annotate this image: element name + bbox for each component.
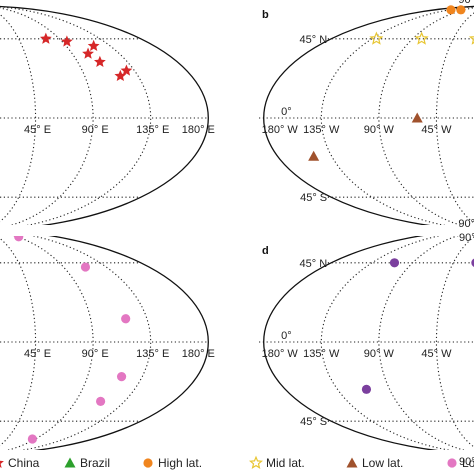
lon-tick-label: 90° E (82, 124, 109, 136)
data-point (96, 396, 106, 406)
map-outline (263, 236, 439, 450)
legend-label: Lo (462, 456, 474, 470)
data-point (308, 150, 320, 161)
data-point (389, 258, 400, 268)
legend-label: Low lat. (362, 456, 403, 470)
lon-tick-label: 180° W (262, 348, 299, 360)
meridian-line (6, 236, 94, 450)
meridian-line (435, 236, 474, 448)
legend-label: Mid lat. (266, 456, 305, 470)
legend-item: Lo (447, 456, 474, 470)
map-panel-b (259, 5, 474, 225)
lat-tick-label: 45° S (300, 416, 327, 428)
map-panel-a (0, 5, 209, 225)
lat-tick-label: 45° N (300, 258, 328, 270)
meridian-line (378, 7, 474, 225)
data-point (369, 31, 384, 45)
meridian-line (20, 236, 152, 450)
meridian-line (0, 7, 94, 225)
data-point (114, 69, 127, 82)
data-point (82, 47, 94, 59)
data-point (87, 39, 100, 52)
data-point (27, 434, 37, 444)
data-point (116, 372, 127, 382)
lon-tick-label: 180° E (182, 348, 215, 360)
legend-marker (447, 458, 457, 468)
data-point (93, 55, 106, 68)
data-point (446, 5, 456, 15)
data-point (121, 314, 131, 324)
lon-tick-label: 90° E (82, 348, 109, 360)
meridian-line (378, 236, 466, 450)
data-point (120, 64, 133, 76)
legend-marker (0, 460, 4, 469)
legend-item: Low lat. (346, 456, 403, 470)
legend-marker (64, 457, 76, 468)
map-outline (263, 5, 474, 225)
legend: China Brazil High lat. Mid lat. Low lat. Lo (0, 455, 474, 470)
lat-tick-label: 90° S (459, 456, 474, 468)
lon-tick-label: 90° W (364, 124, 395, 136)
lon-tick-label: 180° E (182, 124, 215, 136)
legend-marker (248, 455, 264, 469)
data-point (80, 262, 91, 272)
data-point (411, 112, 423, 123)
panel-label: b (262, 9, 269, 21)
lon-tick-label: 180° W (262, 124, 299, 136)
data-point (14, 236, 24, 242)
data-point (39, 32, 52, 44)
legend-label: China (8, 456, 40, 470)
lon-tick-label: 45° W (421, 348, 452, 360)
panel-label: d (262, 245, 269, 257)
data-point (414, 31, 429, 45)
lon-tick-label: 135° W (303, 124, 340, 136)
map-panel-c (0, 236, 209, 450)
lat-tick-label: 45° S (300, 192, 327, 204)
meridian-line (0, 237, 37, 447)
lon-tick-label: 45° E (24, 124, 51, 136)
meridian-line (320, 236, 452, 450)
lon-tick-label: 45° E (24, 348, 51, 360)
data-point (61, 35, 73, 47)
lat-tick-label: 0° (281, 106, 292, 118)
lon-tick-label: 135° E (136, 124, 169, 136)
lat-tick-label: 90° S (459, 232, 474, 244)
map-outline (0, 5, 209, 225)
legend-item: Brazil (64, 456, 110, 470)
lat-tick-label: 0° (281, 330, 292, 342)
map-outline (33, 236, 209, 450)
data-point (456, 5, 466, 15)
lon-tick-label: 135° W (303, 348, 340, 360)
legend-marker (143, 458, 153, 468)
legend-marker (346, 457, 358, 468)
legend-item: Mid lat. (248, 455, 305, 470)
lon-tick-label: 90° W (364, 348, 395, 360)
legend-label: Brazil (80, 456, 110, 470)
lon-tick-label: 135° E (136, 348, 169, 360)
meridian-line (435, 12, 474, 224)
legend-item: China (0, 456, 40, 470)
data-point (468, 36, 474, 45)
data-point (361, 384, 372, 394)
meridian-line (320, 6, 474, 225)
lon-tick-label: 45° W (421, 124, 452, 136)
legend-label: High lat. (158, 456, 202, 470)
legend-item: High lat. (143, 456, 202, 470)
meridian-line (0, 6, 152, 225)
meridian-line (0, 13, 37, 223)
map-panel-d (259, 236, 474, 450)
data-point (471, 258, 474, 267)
lat-tick-label: 90° N (458, 218, 474, 230)
lat-tick-label: 45° N (300, 34, 328, 46)
lat-tick-label: 90° N (458, 0, 474, 6)
